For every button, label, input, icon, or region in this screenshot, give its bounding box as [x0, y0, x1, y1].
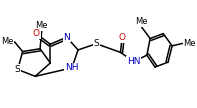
Text: HN: HN — [127, 57, 141, 66]
Text: Me: Me — [35, 21, 48, 30]
Text: O: O — [33, 29, 40, 38]
Text: S: S — [15, 65, 21, 74]
Text: NH: NH — [65, 63, 79, 72]
Text: Me: Me — [184, 39, 196, 48]
Text: N: N — [63, 33, 70, 42]
Text: S: S — [93, 39, 99, 48]
Text: Me: Me — [135, 17, 148, 26]
Text: O: O — [119, 33, 126, 42]
Text: Me: Me — [1, 37, 14, 46]
